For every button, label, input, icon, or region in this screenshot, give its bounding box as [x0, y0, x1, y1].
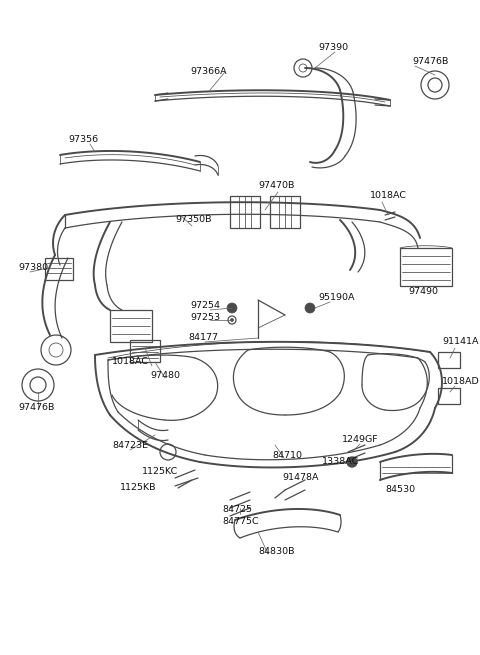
Text: 97480: 97480 — [150, 371, 180, 379]
Text: 84775C: 84775C — [222, 517, 259, 527]
Text: 95190A: 95190A — [318, 293, 355, 303]
Text: 84177: 84177 — [188, 333, 218, 343]
Text: 97380: 97380 — [18, 263, 48, 272]
Circle shape — [227, 303, 237, 313]
Text: 1338AC: 1338AC — [322, 457, 359, 466]
Text: 84725: 84725 — [222, 506, 252, 514]
Circle shape — [347, 457, 357, 467]
Text: 91478A: 91478A — [282, 474, 319, 483]
Text: 97356: 97356 — [68, 136, 98, 145]
Text: 97253: 97253 — [190, 314, 220, 322]
Text: 1018AC: 1018AC — [370, 191, 407, 200]
Text: 1125KC: 1125KC — [142, 468, 178, 476]
Text: 1018AD: 1018AD — [442, 377, 480, 386]
Text: 1249GF: 1249GF — [342, 436, 379, 445]
Text: 97254: 97254 — [190, 301, 220, 310]
Text: 91141A: 91141A — [442, 337, 479, 346]
Text: 97366A: 97366A — [190, 67, 227, 77]
Text: 97470B: 97470B — [258, 181, 294, 189]
Text: 97476B: 97476B — [18, 403, 54, 413]
Text: 97476B: 97476B — [412, 58, 448, 67]
Circle shape — [230, 318, 233, 322]
Text: 1018AC: 1018AC — [112, 358, 149, 367]
Text: 97390: 97390 — [318, 43, 348, 52]
Text: 84830B: 84830B — [258, 548, 295, 557]
Text: 1125KB: 1125KB — [120, 483, 156, 493]
Circle shape — [305, 303, 315, 313]
Text: 84723E: 84723E — [112, 441, 148, 449]
Text: 97490: 97490 — [408, 288, 438, 297]
Text: 84530: 84530 — [385, 485, 415, 495]
Text: 84710: 84710 — [272, 451, 302, 460]
Text: 97350B: 97350B — [175, 215, 212, 225]
